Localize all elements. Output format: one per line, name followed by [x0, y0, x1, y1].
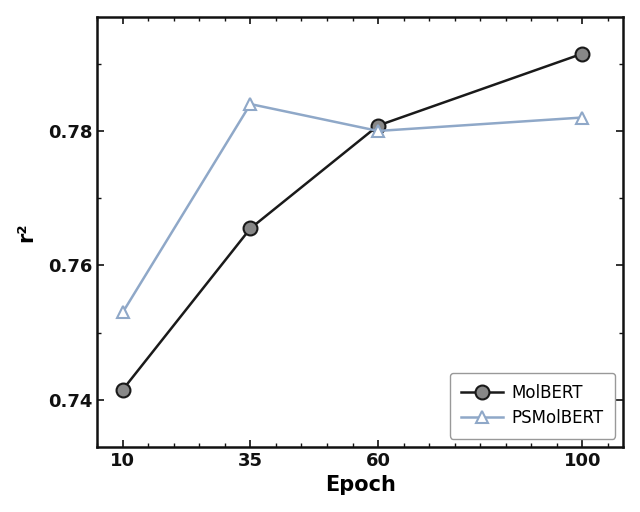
- MolBERT: [374, 122, 382, 129]
- X-axis label: Epoch: Epoch: [324, 475, 396, 495]
- PSMolBERT: [119, 309, 127, 315]
- MolBERT: [579, 51, 586, 57]
- PSMolBERT: [579, 115, 586, 121]
- MolBERT: [246, 225, 254, 231]
- Line: MolBERT: MolBERT: [116, 47, 589, 397]
- Line: PSMolBERT: PSMolBERT: [116, 98, 589, 318]
- PSMolBERT: [374, 128, 382, 134]
- PSMolBERT: [246, 101, 254, 107]
- Y-axis label: r²: r²: [17, 222, 36, 242]
- MolBERT: [119, 387, 127, 393]
- Legend: MolBERT, PSMolBERT: MolBERT, PSMolBERT: [449, 373, 615, 439]
